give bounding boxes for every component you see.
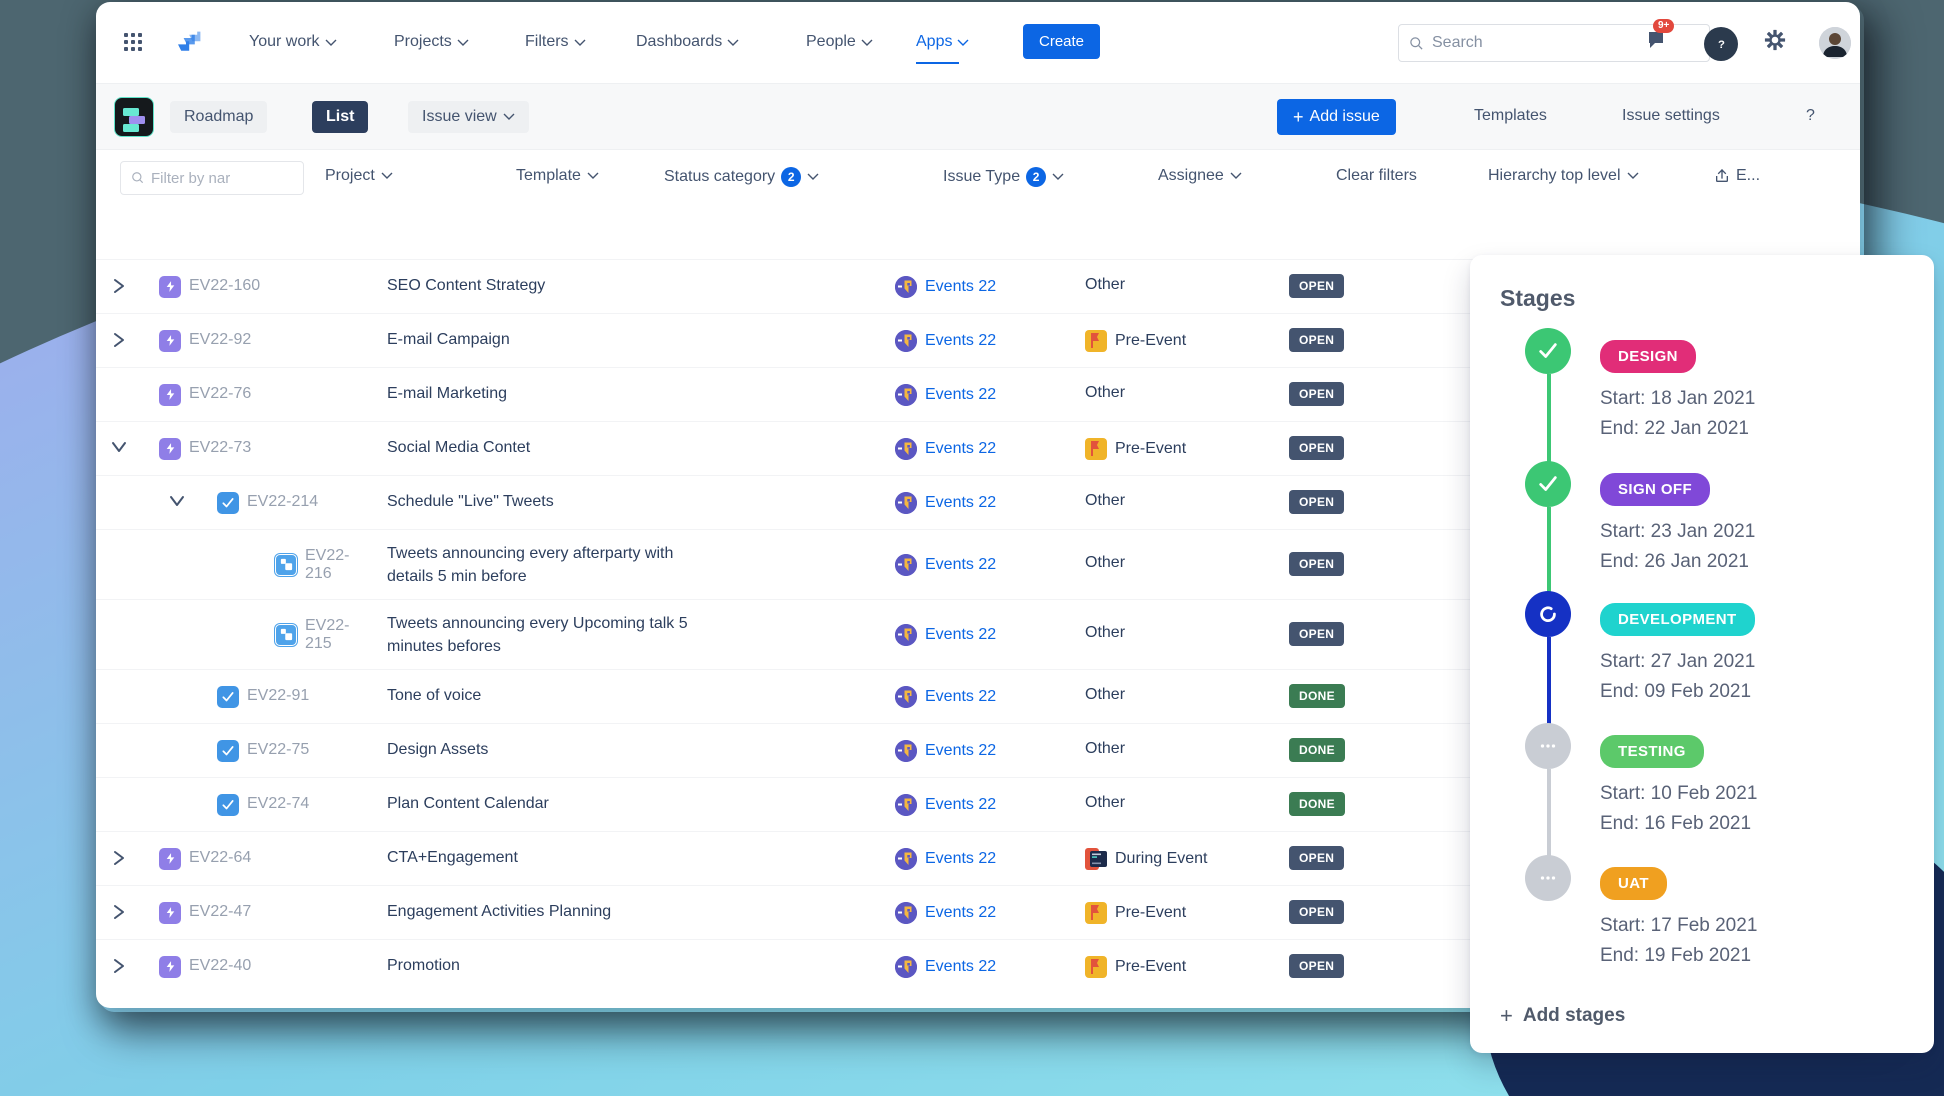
svg-text:?: ? — [1718, 39, 1725, 51]
